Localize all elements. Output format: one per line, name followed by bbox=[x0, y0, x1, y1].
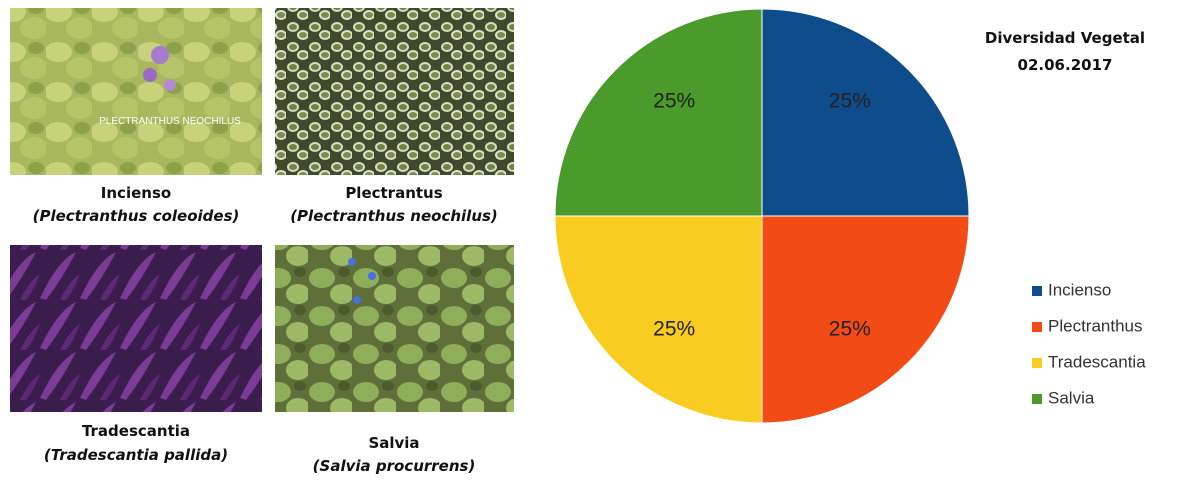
data-label: 25% bbox=[653, 89, 695, 112]
flower bbox=[353, 296, 361, 304]
chart-subtitle: 02.06.2017 bbox=[1018, 56, 1113, 74]
photo bbox=[10, 245, 262, 412]
legend-label: Incienso bbox=[1048, 280, 1111, 299]
pie-slice bbox=[761, 8, 970, 217]
pie-slice bbox=[761, 215, 970, 424]
pie-slice bbox=[554, 8, 763, 217]
photo-overlay: PLECTRANTHUS NEOCHILUS bbox=[99, 116, 241, 127]
flower bbox=[164, 79, 176, 91]
legend-swatch bbox=[1032, 286, 1042, 296]
legend-swatch bbox=[1032, 358, 1042, 368]
legend-label: Salvia bbox=[1048, 388, 1095, 407]
pie-slice bbox=[554, 215, 763, 424]
photo-scientific: (Plectranthus coleoides) bbox=[33, 207, 240, 225]
photo-name: Tradescantia bbox=[82, 422, 190, 440]
data-label: 25% bbox=[653, 318, 695, 341]
photo bbox=[275, 245, 514, 412]
photo-name: Plectrantus bbox=[345, 184, 442, 202]
photo-scientific: (Salvia procurrens) bbox=[313, 457, 476, 475]
photo-scientific: (Plectranthus neochilus) bbox=[290, 207, 498, 225]
photo bbox=[10, 8, 262, 175]
photo-name: Incienso bbox=[101, 184, 171, 202]
photo bbox=[275, 8, 514, 175]
data-label: 25% bbox=[829, 318, 871, 341]
photo-name: Salvia bbox=[368, 434, 419, 452]
legend-swatch bbox=[1032, 394, 1042, 404]
data-label: 25% bbox=[829, 89, 871, 112]
legend-label: Plectranthus bbox=[1048, 316, 1143, 335]
flower bbox=[348, 258, 356, 266]
photo-scientific: (Tradescantia pallida) bbox=[44, 446, 228, 464]
chart-title: Diversidad Vegetal bbox=[985, 29, 1145, 47]
flower bbox=[368, 272, 376, 280]
legend-swatch bbox=[1032, 322, 1042, 332]
legend-label: Tradescantia bbox=[1048, 352, 1146, 371]
flower bbox=[143, 68, 157, 82]
flower bbox=[151, 46, 169, 64]
